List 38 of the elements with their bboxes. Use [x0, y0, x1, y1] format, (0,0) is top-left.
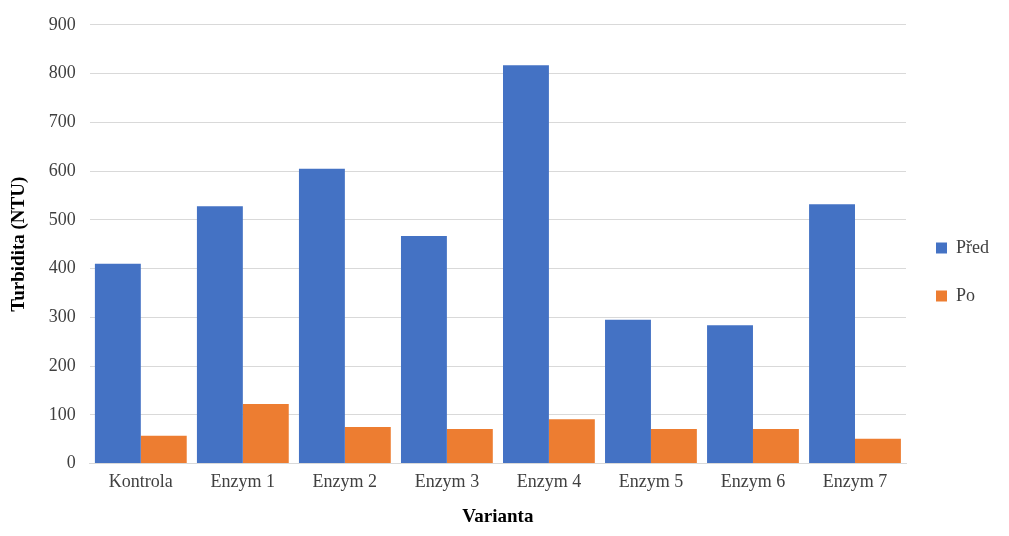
bar: [605, 319, 651, 464]
x-tick-label: Enzym 4: [516, 471, 582, 492]
legend-label: Před: [956, 236, 990, 257]
y-tick-label: 400: [48, 257, 76, 278]
y-axis-title: Turbidita (NTU): [7, 176, 30, 312]
y-tick-label: 700: [48, 111, 76, 132]
y-tick-label: 500: [48, 208, 76, 229]
bar: [242, 404, 289, 464]
x-tick-label: Enzym 7: [822, 471, 888, 492]
y-tick-label: 600: [48, 159, 76, 180]
x-axis-title: Varianta: [462, 504, 534, 526]
bar: [94, 263, 141, 464]
legend-label: Po: [956, 284, 976, 305]
bar: [344, 427, 391, 464]
bar: [809, 204, 855, 464]
y-tick-label: 100: [48, 403, 76, 424]
bar: [854, 438, 901, 464]
bar: [503, 65, 549, 464]
y-tick-label: 800: [48, 62, 76, 83]
x-tick-label: Enzym 5: [618, 471, 684, 492]
x-tick-label: Enzym 6: [720, 471, 786, 492]
y-tick-label: 900: [48, 13, 76, 34]
bar: [752, 428, 799, 464]
x-tick-label: Enzym 3: [414, 471, 480, 492]
x-tick-label: Enzym 2: [312, 471, 378, 492]
bar: [400, 235, 447, 464]
bar: [298, 168, 345, 464]
x-tick-label: Kontrola: [108, 471, 173, 492]
y-tick-label: 0: [66, 452, 76, 473]
y-tick-label: 300: [48, 306, 76, 327]
bar: [446, 428, 493, 464]
bar: [140, 435, 187, 464]
bar: [650, 428, 697, 464]
y-tick-label: 200: [48, 354, 76, 375]
bar: [196, 206, 243, 464]
x-tick-label: Enzym 1: [210, 471, 276, 492]
bar: [707, 325, 753, 464]
bar: [548, 419, 595, 464]
